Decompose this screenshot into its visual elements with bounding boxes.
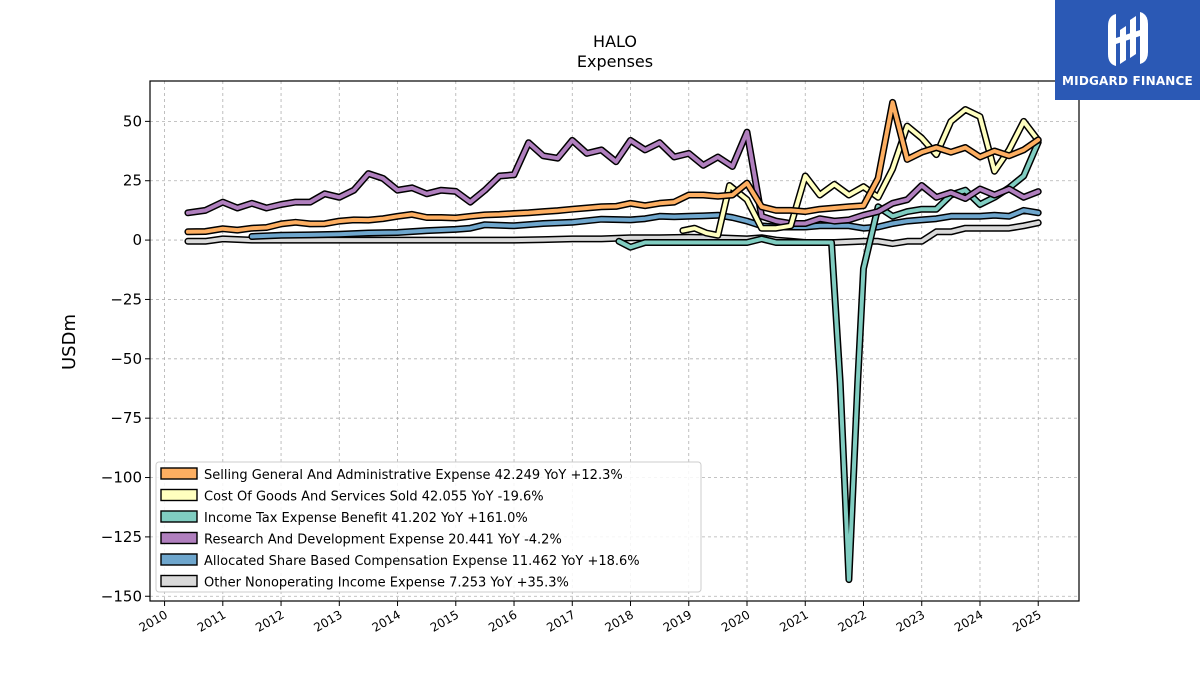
legend-swatch <box>160 574 198 588</box>
y-tick-label: −150 <box>101 587 142 605</box>
y-tick-label: −125 <box>101 528 142 546</box>
x-tick-label: 2014 <box>370 607 403 634</box>
series-4 <box>248 206 1042 240</box>
y-axis: 50 25 0 −25 −50 −75 −100 −125 −150 <box>101 112 150 605</box>
x-tick-label: 2020 <box>719 607 752 634</box>
y-tick-label: 50 <box>123 112 142 130</box>
legend-entry: Research And Development Expense 20.441 … <box>204 533 562 548</box>
legend-swatch <box>160 488 198 502</box>
y-axis-label: USDm <box>59 314 80 370</box>
series-lines <box>184 98 1042 584</box>
x-tick-label: 2013 <box>311 607 344 634</box>
x-tick-label: 2017 <box>544 607 577 634</box>
y-tick-label: −75 <box>110 409 142 427</box>
series-line <box>185 130 1041 226</box>
y-tick-label: −25 <box>110 290 142 308</box>
y-tick-label: 25 <box>123 172 142 190</box>
legend-swatch <box>160 467 198 480</box>
legend-box <box>155 461 702 593</box>
x-tick-label: 2021 <box>777 607 810 634</box>
x-tick-label: 2018 <box>603 607 636 634</box>
y-tick-label: −50 <box>110 350 142 368</box>
x-tick-label: 2016 <box>486 607 519 634</box>
plot-frame <box>149 80 1080 602</box>
y-tick-label: −100 <box>101 469 142 487</box>
midgard-logo-icon <box>1107 12 1148 66</box>
series-line <box>185 100 1041 234</box>
x-tick-label: 2012 <box>253 607 286 634</box>
x-tick-label: 2015 <box>428 607 461 634</box>
legend-entry: Income Tax Expense Benefit 41.202 YoY +1… <box>204 511 528 526</box>
legend-swatch <box>160 510 198 523</box>
x-tick-label: 2023 <box>894 607 927 634</box>
x-tick-label: 2025 <box>1010 607 1043 634</box>
y-tick-label: 0 <box>132 231 142 249</box>
series-3 <box>184 128 1042 227</box>
x-tick-label: 2022 <box>836 607 869 634</box>
legend-swatch <box>160 553 198 566</box>
legend-entry: Allocated Share Based Compensation Expen… <box>204 554 640 569</box>
x-axis: 2010 2011 2012 2013 2014 2015 2016 2017 2018 2019… <box>137 601 1044 635</box>
legend-entry: Other Nonoperating Income Expense 7.253 … <box>204 576 569 591</box>
chart-subtitle: Expenses <box>577 52 653 71</box>
legend-entry: Cost Of Goods And Services Sold 42.055 Y… <box>204 490 544 505</box>
legend-swatch <box>160 531 198 545</box>
legend-entry: Selling General And Administrative Expen… <box>204 468 623 483</box>
series-line <box>249 208 1041 239</box>
x-tick-label: 2011 <box>195 607 228 634</box>
x-tick-label: 2019 <box>661 607 694 634</box>
series-line <box>680 107 1041 238</box>
legend: Selling General And Administrative Expen… <box>155 461 702 593</box>
brand-name: MIDGARD FINANCE <box>1062 74 1193 88</box>
series-1 <box>679 106 1042 239</box>
x-tick-label: 2024 <box>952 607 985 634</box>
chart-title: HALO <box>593 32 637 51</box>
series-0 <box>184 98 1042 236</box>
x-tick-label: 2010 <box>137 607 170 634</box>
brand-logo: MIDGARD FINANCE <box>1055 0 1200 100</box>
